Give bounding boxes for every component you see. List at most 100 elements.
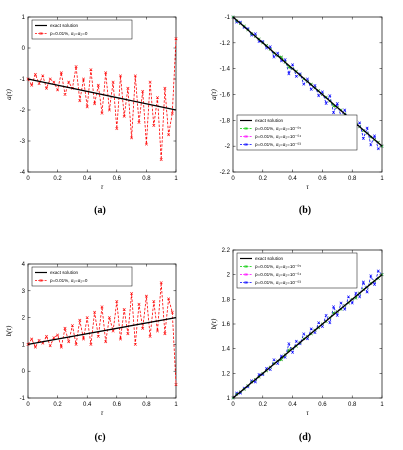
data-point-marker (78, 99, 82, 103)
data-point-marker (320, 90, 324, 94)
data-point-marker (137, 120, 141, 124)
chart-d: 0 0.2 0.4 0.6 0.8 1 2.2 2 1.8 1.6 1.4 1.2 1 τ b(τ) exac… (210, 248, 384, 443)
chart-b: 0 0.2 0.4 0.6 0.8 1 -1 -1.2 -1.4 -1.6 -1.8 -2 -2.2 τ a… (210, 15, 384, 216)
x-tick-label: 0.4 (83, 402, 92, 408)
data-point-marker (159, 281, 163, 285)
y-tick-label: -1 (225, 15, 231, 21)
x-tick-label: 0.4 (288, 402, 297, 408)
legend-marker (244, 134, 248, 139)
data-point-marker (167, 297, 171, 301)
y-tick-label: 1.4 (222, 347, 231, 353)
data-point-marker (343, 307, 347, 311)
data-point-marker (37, 338, 41, 342)
legend-label: p=0.01%, α₁=α₂=10⁻⁰⁴ (255, 134, 301, 139)
data-point-marker (130, 136, 134, 140)
y-axis-label: a(τ) (210, 88, 218, 99)
legend-label: exact solution (255, 256, 284, 261)
data-point-marker (93, 310, 97, 314)
data-point-marker (133, 342, 137, 346)
data-point-marker (354, 291, 358, 295)
y-tick-label: 1 (22, 15, 26, 21)
x-tick-label: 0.6 (113, 176, 122, 182)
data-point-marker (37, 82, 41, 86)
y-tick-label: 3 (22, 289, 26, 295)
x-tick-label: 0.2 (259, 402, 268, 408)
legend-box (236, 114, 358, 151)
legend-marker (39, 31, 43, 36)
legend-marker (244, 264, 248, 269)
y-tick-label: -1 (20, 77, 26, 83)
x-tick-label: 0.2 (53, 176, 62, 182)
data-point-marker (63, 92, 67, 97)
data-point-marker (294, 74, 298, 78)
y-tick-label: 0 (22, 46, 26, 52)
data-point-marker (74, 65, 78, 69)
data-point-marker (155, 329, 160, 333)
data-point-marker (100, 305, 104, 309)
legend-label: exact solution (50, 270, 79, 275)
data-point-marker (253, 32, 257, 36)
data-point-marker (365, 126, 369, 130)
data-point-marker (159, 158, 163, 162)
data-point-marker (152, 300, 156, 304)
series-line-exact (27, 316, 177, 346)
y-tick-label: -1.4 (220, 67, 231, 73)
data-point-marker (305, 337, 310, 341)
data-point-marker (81, 337, 86, 341)
data-point-marker (85, 105, 89, 109)
data-point-marker (313, 83, 317, 87)
data-point-marker (335, 313, 339, 317)
y-axis-label: a(τ) (5, 88, 13, 99)
data-point-marker (107, 316, 111, 320)
data-point-marker (309, 87, 313, 91)
data-point-marker (350, 301, 354, 305)
data-point-marker (174, 383, 178, 387)
data-point-marker (317, 321, 321, 325)
x-tick-label: 1 (380, 176, 384, 182)
y-tick-label: -1.8 (220, 118, 231, 124)
legend-marker (244, 280, 248, 285)
y-tick-label: 1.2 (222, 371, 231, 377)
x-tick-label: 0.8 (348, 402, 357, 408)
data-point-marker (96, 334, 100, 338)
panel-caption: (a) (94, 205, 106, 216)
y-tick-label: -2 (225, 144, 231, 150)
data-point-marker (361, 136, 365, 140)
data-point-marker (141, 89, 145, 93)
x-tick-label: 0.2 (53, 402, 62, 408)
data-point-marker (126, 86, 130, 90)
legend-label: exact solution (50, 23, 79, 28)
data-point-marker (291, 350, 295, 354)
data-point-marker (137, 302, 141, 306)
data-point-marker (313, 331, 317, 335)
data-point-marker (272, 55, 276, 59)
data-point-marker (133, 74, 137, 78)
data-point-marker (48, 344, 52, 348)
legend-box (31, 19, 133, 40)
data-point-marker (104, 71, 108, 75)
data-point-marker (30, 83, 34, 87)
legend: exact solution p=0.01%, α₁=α₂=10⁻⁰⁵ p=0.01… (236, 252, 358, 289)
data-point-marker (268, 45, 272, 49)
y-tick-label: 2 (22, 316, 26, 322)
y-tick-label: -4 (20, 170, 26, 176)
data-point-marker (170, 111, 174, 115)
legend-label: p=0.01%, α₁=α₂=10⁻⁰⁵ (255, 126, 301, 131)
x-tick-label: 0 (231, 176, 235, 182)
y-tick-label: -2 (20, 108, 26, 114)
panel-caption: (c) (94, 432, 105, 443)
data-point-marker (144, 294, 148, 298)
data-point-marker (163, 332, 167, 336)
data-point-marker (335, 102, 339, 106)
y-tick-label: -2.2 (220, 170, 231, 176)
data-point-marker (118, 74, 123, 78)
legend: exact solution p=0.01%, α₁=α₂=0 (31, 266, 133, 287)
data-point-marker (373, 283, 377, 287)
y-axis-label: b(τ) (5, 325, 13, 336)
data-point-marker (67, 80, 71, 84)
x-tick-label: 0.6 (318, 402, 327, 408)
data-point-marker (89, 68, 93, 72)
y-tick-label: -1.2 (220, 41, 231, 47)
data-point-marker (44, 86, 49, 90)
